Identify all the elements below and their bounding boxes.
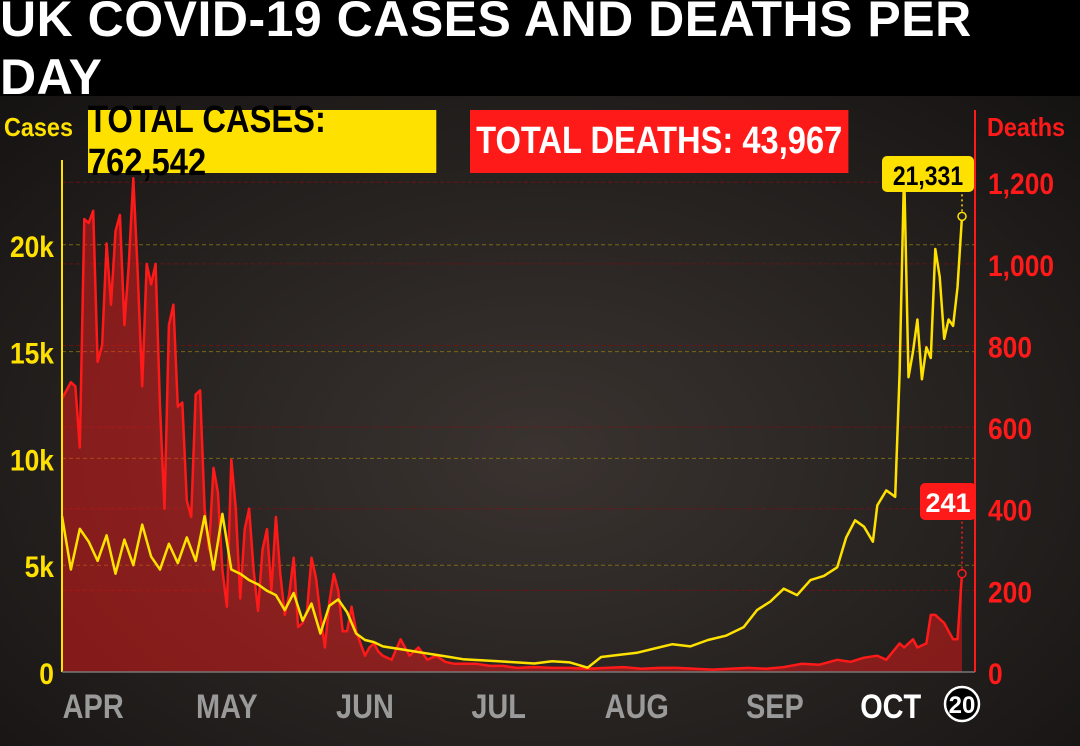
total-deaths-text: TOTAL DEATHS: 43,967 xyxy=(476,120,843,162)
x-tick-label: OCT xyxy=(860,687,921,726)
left-axis-title: Cases xyxy=(4,112,73,142)
x-tick-today-circle xyxy=(943,685,981,723)
chart-title: UK COVID-19 CASES AND DEATHS PER DAY xyxy=(0,0,1080,105)
x-tick-label: SEP xyxy=(746,687,804,726)
total-deaths-badge: TOTAL DEATHS: 43,967 xyxy=(470,110,849,173)
cases-layer xyxy=(60,168,964,669)
cases-line xyxy=(60,168,964,669)
deaths-callout-box xyxy=(920,483,976,520)
grid-layer xyxy=(62,181,975,591)
axis-layer: 0 5k 10k 15k 20k 0 200 400 600 800 1,000 1,200 APR MA… xyxy=(10,110,1054,726)
x-tick-label: JUN xyxy=(336,687,394,726)
deaths-layer xyxy=(60,176,964,672)
right-axis-title: Deaths xyxy=(987,112,1066,142)
y-right-tick-label: 1,000 xyxy=(988,248,1054,282)
total-cases-badge: TOTAL CASES: 762,542 xyxy=(88,99,437,184)
cases-callout-label: 21,331 xyxy=(893,161,963,191)
y-right-tick-label: 0 xyxy=(988,656,1003,690)
label-layer: 21,331 241 xyxy=(882,156,976,579)
y-right-tick-label: 400 xyxy=(988,493,1032,527)
y-right-tick-label: 600 xyxy=(988,412,1032,446)
deaths-callout-label: 241 xyxy=(925,488,970,518)
x-tick-label: APR xyxy=(63,687,124,726)
x-tick-label: MAY xyxy=(196,687,258,726)
y-right-tick-label: 800 xyxy=(988,330,1032,364)
total-cases-text: TOTAL CASES: 762,542 xyxy=(88,98,326,184)
y-left-tick-label: 20k xyxy=(10,229,54,263)
cases-callout-box xyxy=(882,156,974,192)
deaths-end-marker xyxy=(957,568,967,579)
y-left-tick-label: 0 xyxy=(39,656,54,690)
deaths-area xyxy=(62,178,962,672)
x-tick-label: JUL xyxy=(471,687,526,726)
y-left-tick-label: 10k xyxy=(10,443,54,477)
y-right-tick-label: 1,200 xyxy=(988,167,1054,201)
y-right-tick-label: 200 xyxy=(988,575,1032,609)
x-tick-label: AUG xyxy=(605,687,669,726)
y-left-tick-label: 5k xyxy=(25,550,55,584)
chart-panel xyxy=(0,96,1080,746)
cases-end-marker xyxy=(957,211,967,222)
y-left-tick-label: 15k xyxy=(10,336,54,370)
deaths-line xyxy=(60,176,964,671)
x-tick-label: 20 xyxy=(949,692,976,719)
